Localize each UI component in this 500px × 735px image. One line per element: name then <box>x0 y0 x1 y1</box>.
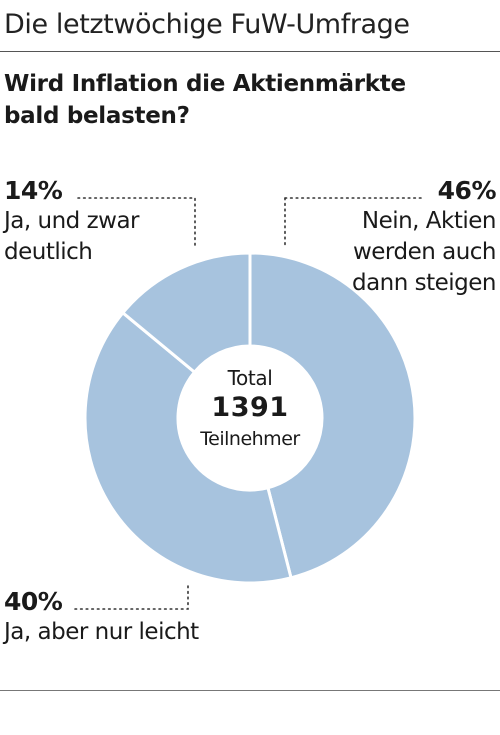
slice-text-line: Ja, und zwar <box>4 208 140 234</box>
header-title: Die letztwöchige FuW-Umfrage <box>4 9 410 40</box>
leader-line <box>74 581 189 610</box>
slice-pct: 46% <box>437 176 497 205</box>
slice-pct: 40% <box>4 587 63 616</box>
donut-slice-14 <box>120 251 252 375</box>
slice-label-40: 40% Ja, aber nur leicht <box>4 586 199 648</box>
slice-text-line: dann steigen <box>351 270 497 296</box>
center-label-top: Total <box>227 366 273 390</box>
slice-text-line: Nein, Aktien <box>361 208 497 234</box>
footer-divider <box>0 690 500 691</box>
header-divider <box>0 51 500 52</box>
donut-slice-46 <box>248 251 417 580</box>
slice-label-46: 46% Nein, Aktien werden auch dann steige… <box>351 175 497 299</box>
slice-label-14: 14% Ja, und zwar deutlich <box>4 175 140 268</box>
slice-pct: 14% <box>4 176 63 205</box>
donut-slice-40 <box>83 310 293 585</box>
donut-slices <box>83 251 417 585</box>
center-total: 1391 <box>211 392 289 423</box>
center-label-bottom: Teilnehmer <box>200 428 300 450</box>
question-title: Wird Inflation die Aktienmärkte bald bel… <box>4 71 406 129</box>
slice-text-line: werden auch <box>352 239 497 265</box>
leader-lines <box>74 197 423 610</box>
leader-line <box>77 197 196 249</box>
slice-text-line: Ja, aber nur leicht <box>4 619 199 645</box>
slice-text-line: deutlich <box>4 239 93 265</box>
